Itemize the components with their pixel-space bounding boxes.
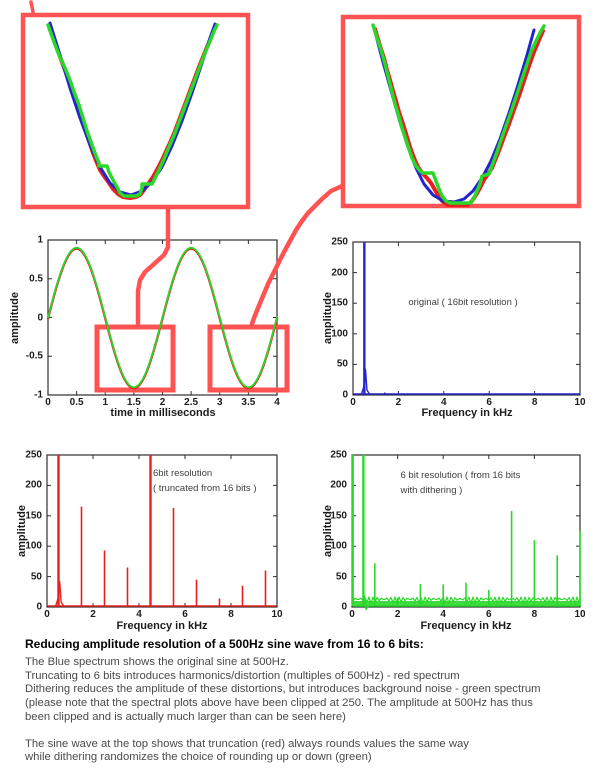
tick-label: 6	[182, 609, 188, 620]
tick-label: 8	[531, 609, 538, 620]
tick-label: 0.5	[29, 273, 43, 285]
tick-label: 250	[331, 236, 348, 248]
tick-label: 0	[45, 397, 51, 408]
caption-line: while dithering randomizes the choice of…	[25, 751, 372, 764]
tick-label: 200	[331, 267, 348, 279]
tick-label: 1.5	[126, 397, 141, 408]
tick-label: 4	[274, 397, 280, 408]
tick-label: 10	[271, 609, 283, 620]
tick-label: 6	[486, 397, 492, 408]
tick-label: 150	[331, 297, 348, 309]
tick-label: 250	[25, 449, 42, 461]
truncated-spectrum-xaxis-label: Frequency in kHz	[116, 620, 208, 632]
tick-label: 2	[395, 397, 402, 408]
zoom-rect	[94, 324, 176, 393]
tick-label: 0	[37, 312, 43, 323]
tick-label: -0.5	[25, 350, 43, 362]
tick-label: 2.5	[184, 397, 199, 408]
tick-label: 200	[330, 479, 347, 491]
left-inset-curve-red	[48, 24, 218, 200]
stray-red-dash	[29, 0, 35, 14]
tick-label: 50	[30, 571, 42, 583]
tick-label: 1	[102, 397, 109, 408]
right-inset-curve-green	[371, 23, 546, 205]
tick-label: 0	[36, 601, 42, 613]
original-spectrum-yaxis-label: amplitude	[322, 292, 334, 344]
sine-curve-dithered-green	[47, 246, 278, 389]
left-inset-box	[20, 12, 251, 210]
tick-label: 0.5	[69, 397, 84, 408]
truncated-spectrum-yaxis-label: amplitude	[16, 505, 28, 557]
tick-label: 6	[486, 609, 492, 620]
caption-block: Reducing amplitude resolution of a 500Hz…	[25, 637, 590, 765]
tick-label: 8	[531, 397, 538, 408]
tick-label: 0	[342, 389, 348, 401]
spec_original-axis-box	[352, 241, 581, 396]
connector-right	[248, 183, 345, 330]
sine-plot-xaxis-label: time in milliseconds	[110, 407, 216, 419]
tick-label: 100	[330, 540, 347, 552]
tick-label: 150	[330, 510, 347, 522]
original-spectrum-annotation: original ( 16bit resolution )	[408, 297, 518, 308]
tick-label: 3.5	[241, 397, 256, 408]
spec_truncated-axis-box	[46, 454, 278, 608]
tick-label: 2	[90, 609, 96, 620]
caption-line: The sine wave at the top shows that trun…	[25, 737, 469, 750]
tick-label: 50	[336, 358, 348, 370]
tick-label: 8	[228, 609, 234, 620]
caption-line: (please note that the spectral plots abo…	[25, 697, 533, 710]
tick-label: 50	[335, 571, 347, 583]
zoom-rect	[207, 324, 290, 393]
left-inset-curve-blue	[48, 21, 217, 197]
tick-label: 2	[159, 397, 166, 408]
tick-label: 150	[25, 510, 42, 522]
tick-label: 200	[25, 479, 42, 491]
tick-label: 3	[216, 397, 223, 408]
left-inset-curve-green	[46, 23, 219, 198]
tick-label: 10	[574, 397, 586, 408]
tick-label: 4	[136, 609, 142, 620]
tick-label: 1	[37, 234, 43, 246]
dithered-spectrum-annotation: 6 bit resolution ( from 16 bits with dit…	[400, 470, 521, 496]
caption-line: Truncating to 6 bits introduces harmonic…	[25, 669, 460, 682]
caption-line: The Blue spectrum shows the original sin…	[25, 656, 289, 668]
tick-label: 0	[350, 397, 356, 408]
tick-label: 4	[440, 609, 446, 620]
tick-label: -1	[34, 389, 43, 401]
caption-title: Reducing amplitude resolution of a 500Hz…	[25, 637, 424, 651]
dithered-spectrum-yaxis-label: amplitude	[322, 505, 334, 557]
caption-paragraph-gap	[25, 725, 590, 738]
caption-line: Dithering reduces the amplitude of these…	[25, 683, 541, 696]
truncated-spectrum-annotation: 6bit resolution ( truncated from 16 bits…	[153, 468, 257, 494]
dithered-spectrum-xaxis-label: Frequency in kHz	[420, 620, 512, 632]
tick-label: 100	[331, 328, 348, 340]
tick-label: 0	[341, 601, 347, 613]
tick-label: 4	[441, 397, 447, 408]
tick-label: 10	[574, 609, 586, 620]
original-spectrum-xaxis-label: Frequency in kHz	[421, 407, 513, 419]
tick-label: 100	[25, 540, 42, 552]
tick-label: 250	[330, 449, 347, 461]
connector-left	[135, 206, 171, 327]
tick-label: 0	[349, 609, 355, 620]
sine-plot-yaxis-label: amplitude	[9, 292, 21, 344]
tick-label: 2	[394, 609, 401, 620]
tick-label: 0	[44, 609, 50, 620]
caption-line: been clipped and is actually much larger…	[25, 710, 346, 723]
